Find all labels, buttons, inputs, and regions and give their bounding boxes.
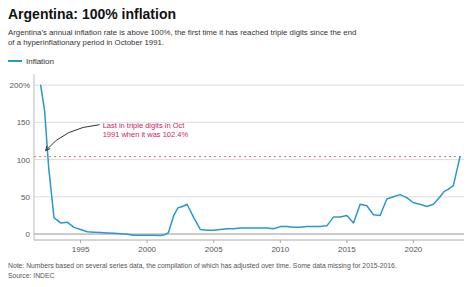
reference-line (34, 156, 464, 157)
note: Note: Numbers based on several series da… (8, 262, 397, 279)
title: Argentina: 100% inflation (8, 6, 176, 22)
x-tick (413, 240, 414, 243)
y-tick-label: 100 (17, 156, 31, 165)
x-tick (213, 240, 214, 243)
x-tick-label: 2005 (205, 245, 223, 254)
text-line: Last in triple digits in Oct (103, 121, 186, 130)
x-tick-label: 2020 (405, 245, 423, 254)
grid-line (34, 85, 464, 86)
text-line: of a hyperinflationary period in October… (8, 38, 164, 47)
y-tick-label: 150 (17, 118, 31, 127)
subtitle: Argentina’s annual inflation rate is abo… (8, 28, 356, 47)
inflation-line (41, 85, 460, 235)
x-tick-label: 2000 (138, 245, 156, 254)
grid-line (34, 234, 464, 235)
grid-line (34, 196, 464, 197)
annotation: Last in triple digits in Oct1991 when it… (46, 121, 189, 151)
x-tick (80, 240, 81, 243)
annotation-text: Last in triple digits in Oct1991 when it… (103, 121, 189, 139)
x-tick-label: 2015 (338, 245, 356, 254)
x-tick (280, 240, 281, 243)
x-tick (147, 240, 148, 243)
grid-line (34, 122, 464, 123)
chart: Argentina: 100% inflation Argentina’s ann… (0, 0, 474, 287)
annotation-arrowhead (46, 146, 51, 151)
y-tick-label: 0 (26, 230, 31, 239)
x-axis-line (34, 240, 464, 241)
legend-label: Inflation (26, 57, 54, 66)
text-line: Note: Numbers based on several series da… (8, 262, 397, 270)
plot-area (34, 85, 464, 235)
annotation-arrow (46, 125, 100, 151)
text-line: Source: INDEC (8, 272, 55, 279)
x-tick-label: 1995 (72, 245, 90, 254)
x-axis: 1995 2000 2005 2010 2015 2020 (34, 240, 464, 254)
y-tick-label: 200% (10, 81, 30, 90)
x-tick (346, 240, 347, 243)
legend: Inflation (8, 57, 54, 66)
y-axis: 0 50 100 150 200% (10, 74, 464, 240)
grid-line (34, 159, 464, 160)
legend-swatch (8, 60, 22, 62)
text-line: Argentina’s annual inflation rate is abo… (8, 28, 356, 37)
text-line: 1991 when it was 102.4% (103, 130, 189, 139)
y-tick-label: 50 (21, 193, 30, 202)
x-tick-label: 2010 (271, 245, 289, 254)
